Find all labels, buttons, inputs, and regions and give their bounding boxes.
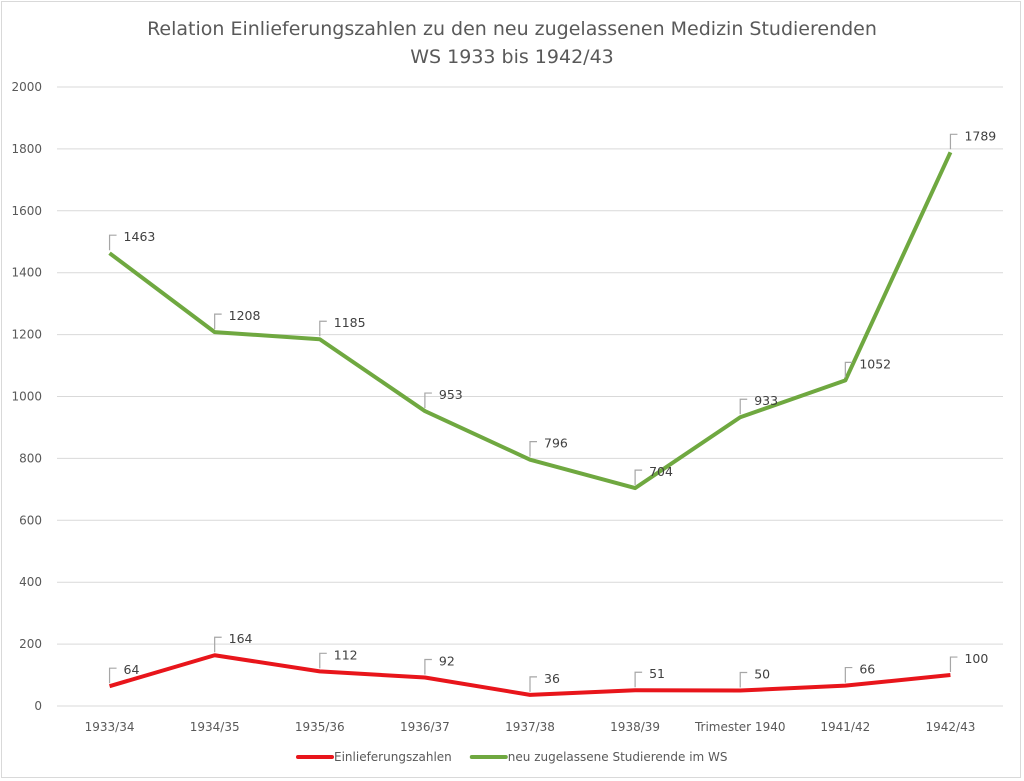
x-tick-label: 1938/39: [610, 720, 660, 734]
data-label: 164: [229, 631, 253, 646]
y-tick-label: 1400: [11, 266, 42, 280]
leader-line: [949, 133, 958, 150]
y-tick-label: 1600: [11, 204, 42, 218]
x-tick-label: Trimester 1940: [694, 720, 786, 734]
data-label: 50: [754, 667, 770, 682]
y-tick-label: 800: [19, 451, 42, 465]
leader-line: [739, 671, 748, 688]
legend-label: neu zugelassene Studierende im WS: [508, 750, 728, 764]
y-tick-label: 2000: [11, 80, 42, 94]
y-tick-label: 400: [19, 575, 42, 589]
x-tick-label: 1934/35: [190, 720, 240, 734]
data-label: 92: [439, 654, 455, 669]
y-tick-label: 1200: [11, 328, 42, 342]
leader-line: [844, 361, 853, 378]
data-label: 704: [649, 464, 673, 479]
leader-line: [949, 656, 958, 673]
data-label: 51: [649, 666, 665, 681]
leader-line: [214, 636, 222, 653]
leader-line: [844, 666, 853, 683]
data-label: 66: [859, 662, 875, 677]
x-tick-label: 1936/37: [400, 720, 450, 734]
leader-line: [739, 398, 748, 415]
data-label: 1185: [334, 315, 366, 330]
leader-line: [424, 392, 432, 409]
data-label: 796: [544, 436, 568, 451]
legend-item: neu zugelassene Studierende im WS: [469, 750, 728, 764]
x-tick-label: 1942/43: [926, 720, 976, 734]
leader-line: [108, 667, 117, 684]
data-label: 112: [334, 647, 358, 662]
leader-line: [319, 652, 327, 669]
data-label: 1789: [964, 128, 996, 143]
data-label: 953: [439, 387, 463, 402]
x-tick-label: 1935/36: [295, 720, 345, 734]
data-label: 64: [124, 662, 140, 677]
legend-label: Einlieferungszahlen: [334, 750, 452, 764]
leader-line: [529, 676, 537, 692]
leader-line: [529, 441, 537, 457]
leader-line: [319, 320, 327, 337]
leader-line: [214, 313, 222, 330]
chart-title-line-2: WS 1933 bis 1942/43: [410, 46, 614, 68]
chart-title-line-1: Relation Einlieferungszahlen zu den neu …: [147, 18, 877, 40]
data-label: 1208: [229, 308, 261, 323]
y-tick-label: 600: [19, 513, 42, 527]
y-tick-label: 1800: [11, 142, 42, 156]
x-tick-label: 1941/42: [820, 720, 870, 734]
data-label: 1052: [859, 356, 891, 371]
data-label: 1463: [124, 229, 156, 244]
data-label: 933: [754, 393, 778, 408]
data-label: 100: [964, 651, 988, 666]
x-tick-label: 1937/38: [505, 720, 555, 734]
y-tick-label: 200: [19, 637, 42, 651]
leader-line: [424, 658, 432, 675]
y-tick-label: 0: [34, 699, 42, 713]
data-label: 36: [544, 671, 560, 686]
legend-item: Einlieferungszahlen: [296, 750, 452, 764]
leader-line: [108, 234, 117, 251]
x-tick-label: 1933/34: [85, 720, 135, 734]
leader-line: [634, 469, 643, 486]
leader-line: [634, 671, 643, 688]
y-tick-label: 1000: [11, 390, 42, 404]
